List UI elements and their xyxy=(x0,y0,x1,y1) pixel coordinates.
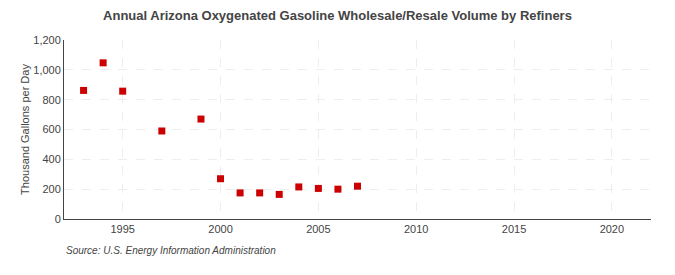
svg-text:2015: 2015 xyxy=(502,223,526,235)
svg-text:0: 0 xyxy=(55,213,61,225)
svg-text:1995: 1995 xyxy=(110,223,134,235)
svg-text:1,000: 1,000 xyxy=(33,64,61,76)
svg-text:2000: 2000 xyxy=(208,223,232,235)
svg-text:Thousand Gallons per Day: Thousand Gallons per Day xyxy=(19,64,31,195)
svg-text:600: 600 xyxy=(42,123,60,135)
svg-text:Annual Arizona Oxygenated Gaso: Annual Arizona Oxygenated Gasoline Whole… xyxy=(103,8,572,23)
svg-text:200: 200 xyxy=(42,183,60,195)
svg-text:Source: U.S. Energy Informatio: Source: U.S. Energy Information Administ… xyxy=(66,245,276,256)
svg-text:2010: 2010 xyxy=(404,223,428,235)
svg-text:2005: 2005 xyxy=(306,223,330,235)
svg-text:1,200: 1,200 xyxy=(33,34,61,46)
svg-text:2020: 2020 xyxy=(600,223,624,235)
svg-text:800: 800 xyxy=(42,94,60,106)
svg-text:400: 400 xyxy=(42,153,60,165)
